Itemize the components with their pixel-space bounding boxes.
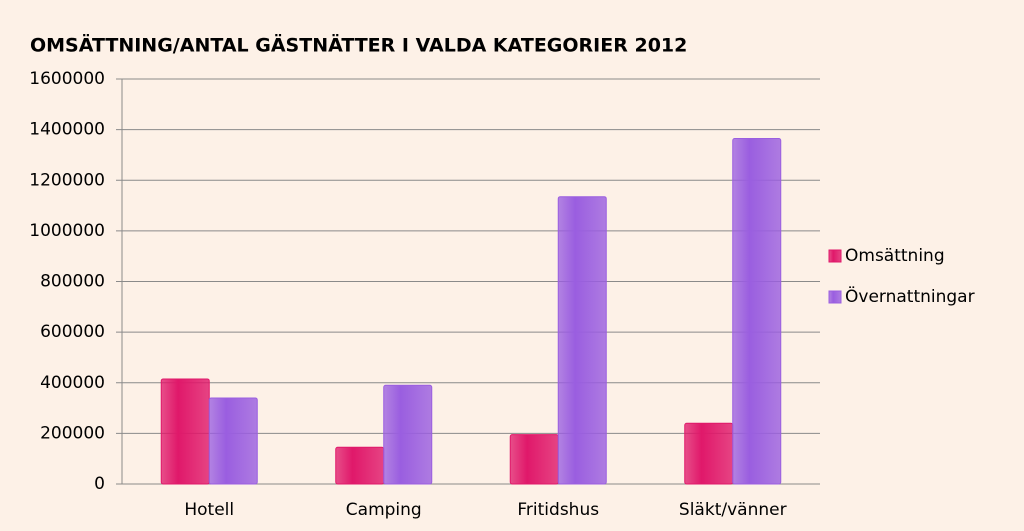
y-tick-label: 0: [94, 474, 105, 494]
chart-title: OMSÄTTNING/ANTAL GÄSTNÄTTER I VALDA KATE…: [30, 33, 687, 57]
y-tick-label: 800000: [40, 272, 105, 292]
y-tick-label: 1200000: [29, 170, 105, 190]
legend-label: Övernattningar: [845, 285, 975, 307]
bar: [732, 137, 782, 485]
x-tick-label: Fritidshus: [517, 500, 599, 520]
y-tick-label: 1400000: [29, 120, 105, 140]
bar: [557, 196, 607, 485]
y-tick-label: 600000: [40, 322, 105, 342]
x-tick-label: Släkt/vänner: [679, 500, 787, 520]
y-tick-label: 1600000: [29, 69, 105, 89]
bar: [684, 422, 734, 485]
bar: [335, 446, 385, 485]
legend-swatch: [828, 290, 842, 304]
legend-swatch: [828, 249, 842, 263]
y-tick-label: 1000000: [29, 221, 105, 241]
legend-label: Omsättning: [845, 246, 945, 266]
x-tick-label: Hotell: [184, 500, 234, 520]
bar: [208, 397, 258, 485]
y-tick-label: 200000: [40, 423, 105, 443]
bar: [160, 378, 210, 485]
bar: [509, 434, 559, 485]
x-tick-label: Camping: [346, 500, 422, 520]
y-tick-label: 400000: [40, 373, 105, 393]
bar: [383, 384, 433, 485]
